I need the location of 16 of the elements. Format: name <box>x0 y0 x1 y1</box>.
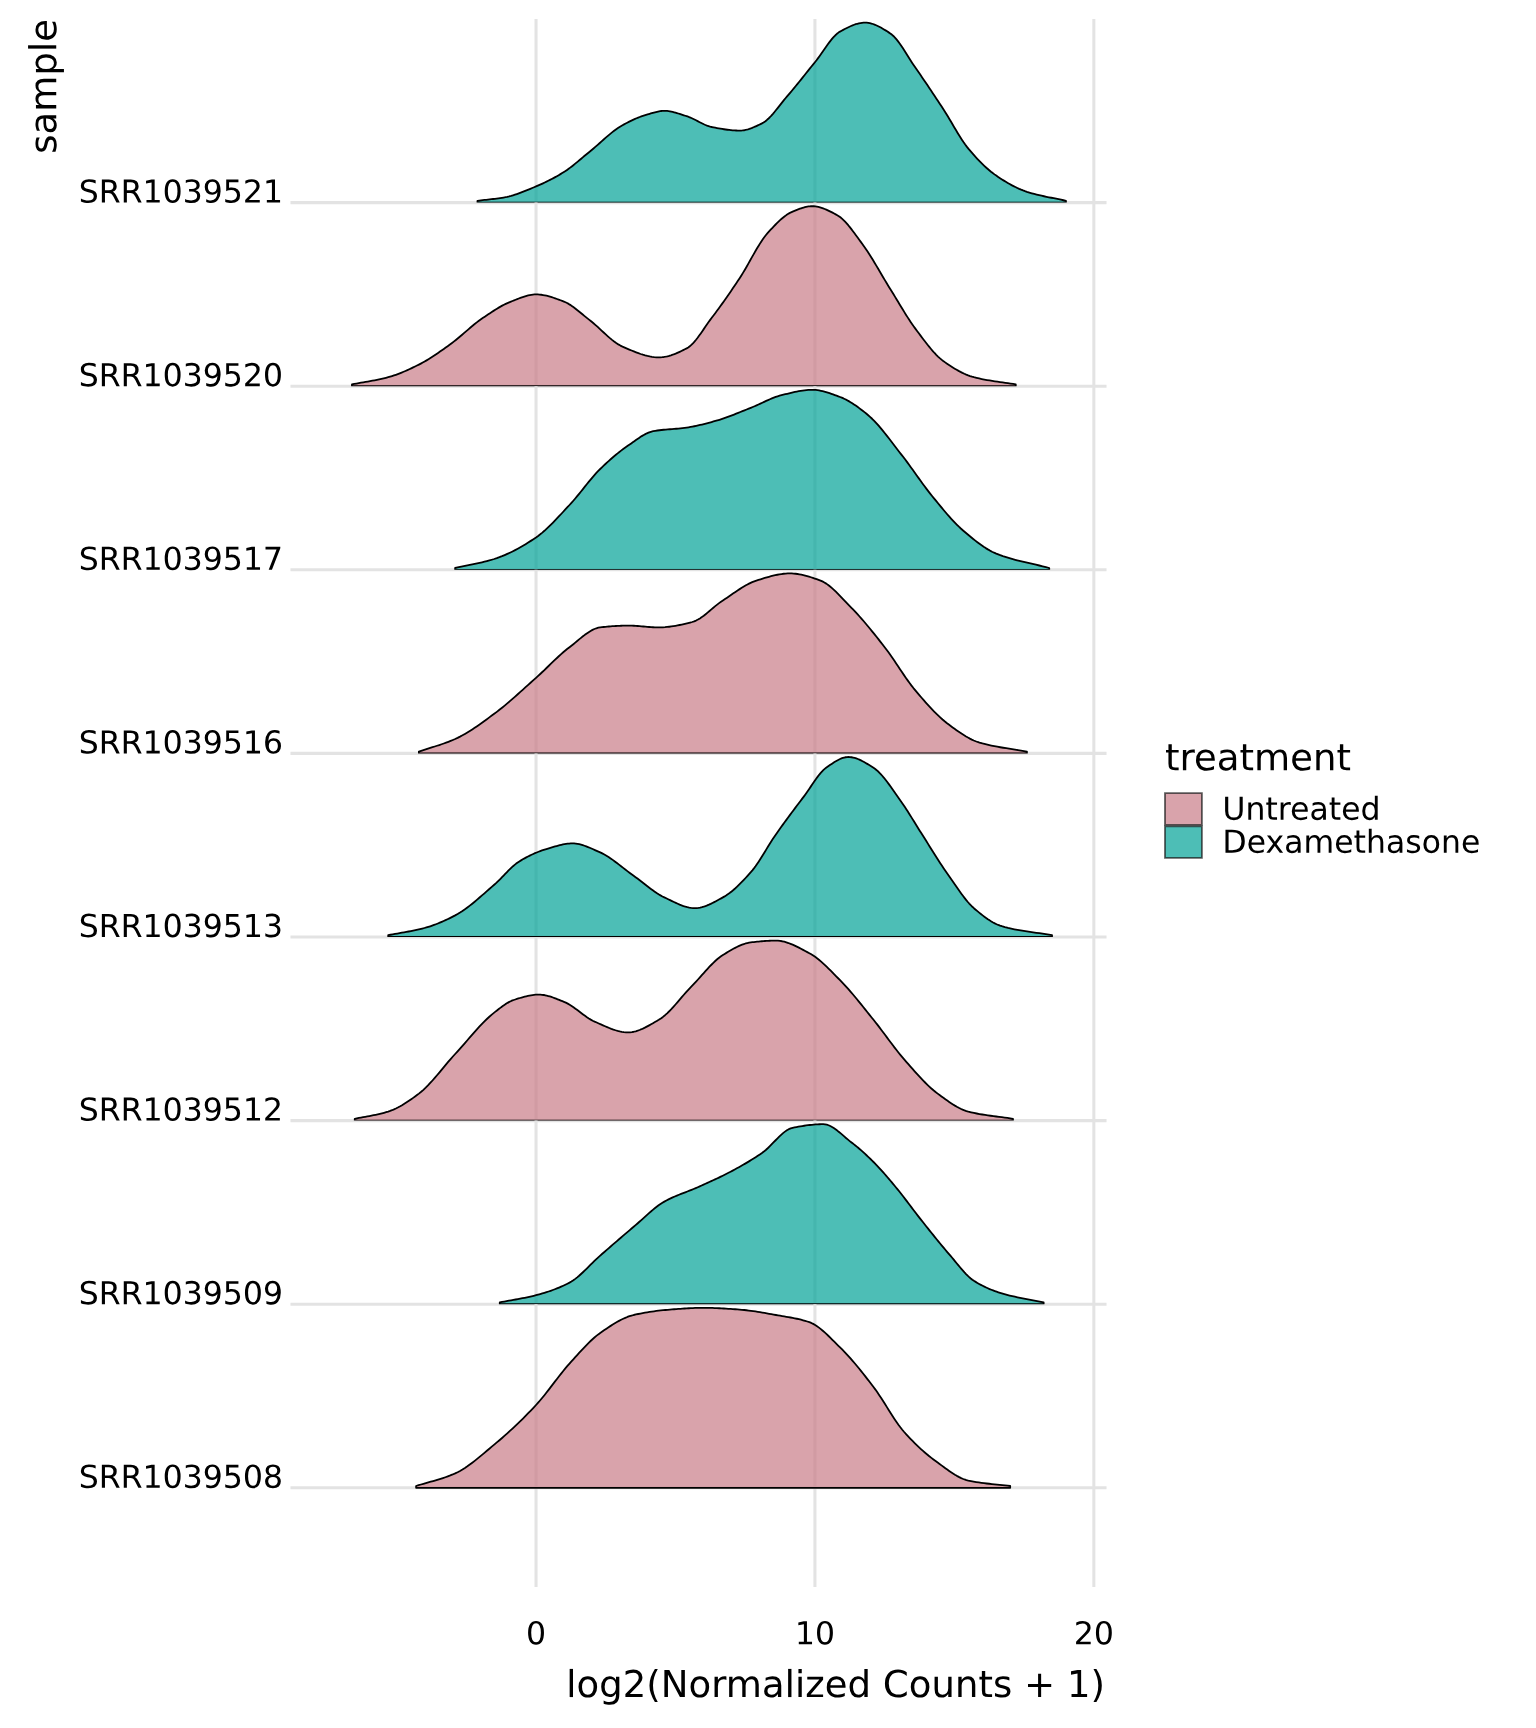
y-axis-title: SRR1039516 <box>80 730 282 754</box>
y-axis-title: SRR1039517 <box>80 546 281 571</box>
y-axis-title: SRR1039521 <box>80 179 281 204</box>
text: sample <box>28 20 64 152</box>
x-tick-label: 0 <box>528 1620 544 1645</box>
y-axis-title: SRR1039508 <box>80 1464 281 1489</box>
x-axis-title: log2(Normalized Counts + 1) <box>569 1668 1102 1705</box>
y-axis-title: SRR1039509 <box>80 1280 281 1305</box>
y-axis-title: SRR1039513 <box>80 913 281 938</box>
y-axis-title: SRR1039520 <box>80 362 281 387</box>
y-axis-title: SRR1039512 <box>80 1097 280 1122</box>
x-tick-label: 10 <box>798 1620 833 1645</box>
legend-title: treatment <box>1166 744 1351 771</box>
legend-label: Untreated <box>1225 795 1378 821</box>
legend-label: Dexamethasone <box>1225 828 1479 854</box>
x-tick-label: 20 <box>1076 1620 1112 1645</box>
